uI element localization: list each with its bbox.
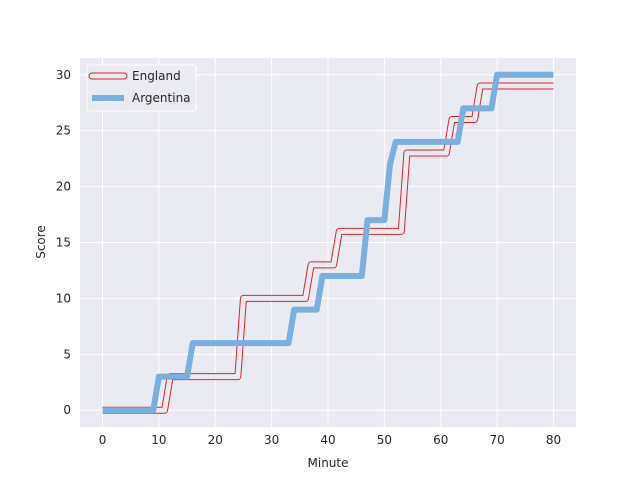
grid-lines	[80, 58, 576, 427]
y-tick-label: 25	[56, 124, 71, 138]
y-tick-label: 0	[63, 403, 71, 417]
series-line-argentina	[102, 71, 554, 414]
y-axis-label: Score	[34, 225, 48, 259]
legend-label-argentina: Argentina	[132, 91, 191, 105]
x-tick-label: 80	[546, 433, 561, 447]
series-layer	[102, 71, 554, 414]
x-tick-label: 60	[433, 433, 448, 447]
x-tick-label: 0	[99, 433, 107, 447]
x-axis-ticks: 0 10 20 30 40 50 60 70 80	[99, 433, 561, 447]
x-tick-label: 20	[208, 433, 223, 447]
legend: England Argentina	[86, 64, 197, 112]
x-axis-label: Minute	[308, 456, 349, 470]
y-axis-ticks: 0 5 10 15 20 25 30	[56, 68, 71, 417]
x-tick-label: 40	[320, 433, 335, 447]
x-tick-label: 10	[151, 433, 166, 447]
x-tick-label: 50	[377, 433, 392, 447]
legend-label-england: England	[132, 69, 181, 83]
y-tick-label: 15	[56, 236, 71, 250]
y-tick-label: 5	[63, 347, 71, 361]
y-tick-label: 20	[56, 180, 71, 194]
y-tick-label: 10	[56, 291, 71, 305]
x-tick-label: 30	[264, 433, 279, 447]
x-tick-label: 70	[489, 433, 504, 447]
y-tick-label: 30	[56, 68, 71, 82]
